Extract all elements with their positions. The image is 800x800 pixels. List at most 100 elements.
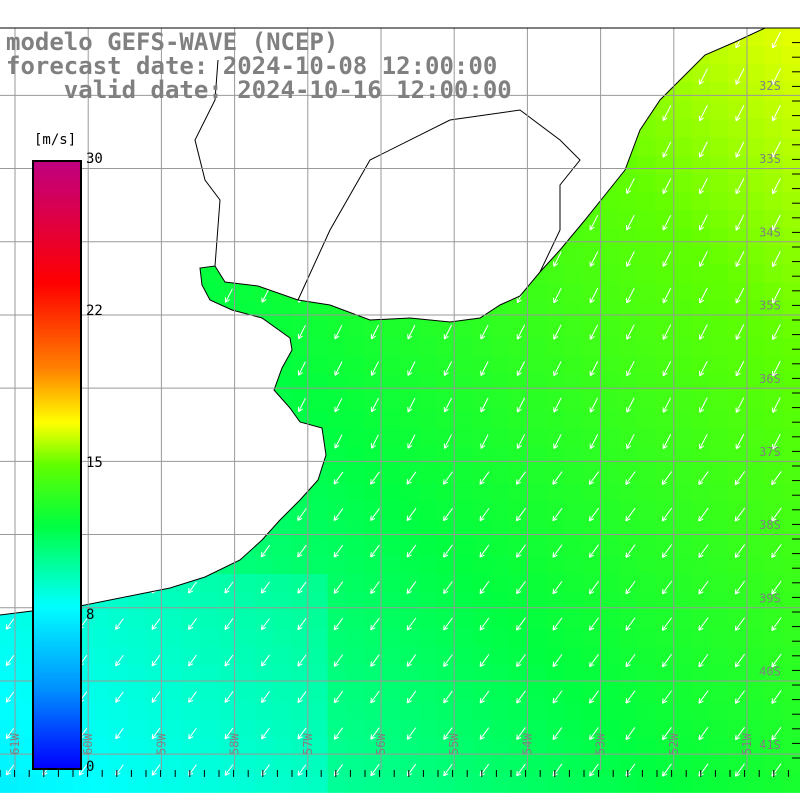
wind-speed-cell <box>582 701 602 721</box>
wind-speed-cell <box>491 665 511 684</box>
wind-arrow <box>333 617 344 631</box>
wind-speed-cell <box>746 173 765 193</box>
wind-speed-cell <box>655 373 674 393</box>
wind-speed-cell <box>327 756 347 775</box>
wind-arrow <box>516 690 526 704</box>
wind-speed-cell <box>673 610 693 630</box>
wind-arrow <box>698 104 708 122</box>
wind-arrow <box>224 727 234 740</box>
wind-speed-cell <box>709 574 729 593</box>
coastline <box>0 27 800 616</box>
wind-speed-cell <box>491 501 511 520</box>
wind-speed-cell <box>491 774 511 793</box>
wind-speed-cell <box>709 392 729 411</box>
wind-speed-cell <box>273 701 292 721</box>
wind-speed-cell <box>254 756 274 775</box>
wind-speed-cell <box>691 701 711 721</box>
wind-speed-cell <box>509 483 529 502</box>
wind-speed-cell <box>655 246 674 266</box>
wind-arrow <box>297 544 307 558</box>
wind-arrow <box>443 434 452 449</box>
wind-speed-cell <box>327 701 347 721</box>
wind-speed-cell <box>345 537 365 557</box>
wind-speed-cell <box>600 373 620 393</box>
wind-speed-cell <box>109 646 128 666</box>
colorbar-tick: 8 <box>86 607 95 623</box>
wind-speed-cell <box>673 191 693 211</box>
wind-speed-cell <box>345 574 365 593</box>
wind-speed-cell <box>327 501 347 520</box>
wind-speed-cell <box>527 464 547 484</box>
wind-speed-cell <box>327 719 347 739</box>
wind-arrow <box>698 580 709 595</box>
wind-speed-cell <box>618 446 638 466</box>
wind-speed-cell <box>327 665 347 684</box>
wind-arrow <box>735 214 745 231</box>
wind-speed-cell <box>491 410 511 429</box>
wind-speed-cell <box>582 683 602 702</box>
wind-speed-cell <box>546 355 565 375</box>
wind-speed-cell <box>91 774 110 793</box>
wind-speed-cell <box>673 373 693 393</box>
wind-speed-cell <box>691 64 711 84</box>
wind-speed-cell <box>291 574 310 593</box>
wind-speed-cell <box>0 665 19 684</box>
wind-speed-cell <box>527 392 547 411</box>
wind-speed-cell <box>473 519 492 539</box>
wind-speed-cell <box>400 464 420 484</box>
wind-speed-cell <box>746 246 765 266</box>
wind-speed-cell <box>218 719 238 739</box>
wind-speed-cell <box>0 646 19 666</box>
wind-speed-cell <box>473 574 492 593</box>
wind-speed-cell <box>455 646 474 666</box>
wind-speed-cell <box>254 683 274 702</box>
wind-speed-cell <box>600 446 620 466</box>
wind-speed-cell <box>546 774 565 793</box>
wind-speed-cell <box>600 501 620 520</box>
wind-speed-cell <box>145 701 165 721</box>
wind-speed-cell <box>382 483 401 502</box>
latitude-label: 35S <box>759 299 781 313</box>
wind-speed-cell <box>782 282 800 302</box>
wind-arrow <box>260 654 270 667</box>
wind-speed-cell <box>436 446 456 466</box>
wind-speed-cell <box>236 555 256 575</box>
wind-speed-cell <box>546 428 565 448</box>
wind-arrow <box>734 617 746 631</box>
wind-arrow <box>734 653 746 668</box>
wind-speed-cell <box>546 373 565 393</box>
wind-arrow <box>188 727 197 740</box>
wind-speed-cell <box>600 737 620 757</box>
wind-speed-cell <box>364 519 383 539</box>
wind-speed-cell <box>455 665 474 684</box>
wind-arrow <box>771 104 781 122</box>
colorbar <box>32 160 82 770</box>
longitude-label: 55W <box>447 733 461 755</box>
wind-speed-cell <box>473 428 492 448</box>
wind-speed-cell <box>691 665 711 684</box>
wind-speed-cell <box>291 683 310 702</box>
wind-speed-cell <box>364 628 383 648</box>
wind-arrow <box>699 287 708 304</box>
wind-speed-cell <box>746 719 765 739</box>
wind-arrow <box>771 544 782 559</box>
wind-arrow <box>698 141 708 158</box>
wind-speed-cell <box>273 519 292 539</box>
wind-speed-cell <box>382 519 401 539</box>
wind-speed-cell <box>400 574 420 593</box>
wind-arrow <box>771 617 782 631</box>
wind-speed-cell <box>728 246 747 266</box>
wind-speed-cell <box>327 683 347 702</box>
wind-speed-cell <box>764 610 784 630</box>
wind-speed-cell <box>345 446 365 466</box>
wind-speed-cell <box>746 82 765 102</box>
wind-speed-cell <box>600 574 620 593</box>
wind-arrow <box>115 727 124 740</box>
wind-speed-cell <box>546 574 565 593</box>
wind-speed-cell <box>618 410 638 429</box>
wind-speed-cell <box>618 301 638 320</box>
wind-speed-cell <box>418 337 438 357</box>
wind-speed-cell <box>455 683 474 702</box>
wind-speed-cell <box>291 646 310 666</box>
wind-speed-cell <box>418 646 438 666</box>
